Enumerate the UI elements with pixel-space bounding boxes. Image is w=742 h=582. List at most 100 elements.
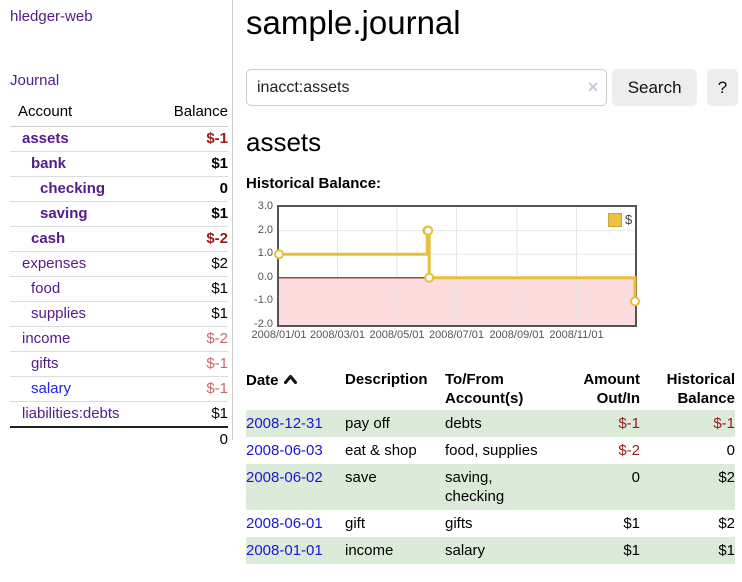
transaction-amount: 0 (631, 469, 640, 486)
account-link[interactable]: expenses (22, 255, 87, 272)
register-header-tofrom: To/From Account(s) (445, 371, 524, 407)
account-link[interactable]: checking (40, 180, 106, 197)
account-link[interactable]: saving (40, 205, 88, 222)
register-header-date-label: Date (246, 372, 279, 389)
search-button[interactable]: Search (612, 69, 698, 106)
historical-balance-chart: 3.0 2.0 1.0 0.0 -1.0 -2.0 2008/01/01 2008/03/0… (246, 200, 640, 345)
account-row: salary $-1 (10, 376, 228, 402)
account-row: supplies $1 (10, 301, 228, 327)
account-row: income $-2 (10, 326, 228, 352)
transaction-date-link[interactable]: 2008-06-02 (246, 469, 323, 486)
x-tick-label: 2008/03/01 (309, 329, 366, 341)
account-row: expenses $2 (10, 251, 228, 277)
register-row: 2008-01-01 income salary $1 $1 (246, 537, 735, 564)
x-tick-label: 2008/07/01 (428, 329, 485, 341)
account-balance: $1 (155, 401, 228, 428)
account-balance: $1 (155, 301, 228, 327)
transaction-accounts: debts (445, 415, 482, 432)
register-row: 2008-06-03 eat & shop food, supplies $-2… (246, 437, 735, 464)
accounts-header-row: Account Balance (10, 101, 228, 127)
account-link[interactable]: assets (22, 130, 69, 147)
transaction-balance: 0 (726, 442, 735, 459)
legend-swatch (608, 212, 622, 227)
main-content: sample.journal × Search ? assets Histori… (246, 0, 738, 564)
accounts-total-row: 0 (10, 426, 228, 452)
y-tick-label: 3.0 (257, 200, 273, 212)
transaction-description: gift (345, 515, 366, 532)
accounts-total-value: 0 (155, 426, 228, 452)
y-tick-label: -2.0 (254, 318, 273, 330)
transaction-balance: $2 (718, 469, 735, 486)
transaction-description: pay off (345, 415, 390, 432)
accounts-table: Account Balance assets $-1 bank $1 check… (10, 101, 228, 452)
account-balance: $-2 (155, 226, 228, 252)
account-link[interactable]: salary (31, 380, 72, 397)
transaction-accounts: food, supplies (445, 442, 538, 459)
transaction-date-link[interactable]: 2008-12-31 (246, 415, 323, 432)
register-header-row: Date Description To/From Account(s) Amou… (246, 368, 735, 410)
account-row: food $1 (10, 276, 228, 302)
transaction-balance: $1 (718, 542, 735, 559)
page-title: sample.journal (246, 4, 461, 41)
account-link[interactable]: liabilities:debts (22, 405, 120, 422)
y-tick-label: 0.0 (257, 270, 273, 283)
transaction-accounts: saving, checking (445, 469, 505, 505)
account-row: liabilities:debts $1 (10, 401, 228, 428)
chart-legend: $ (608, 212, 632, 227)
transaction-date-link[interactable]: 2008-06-03 (246, 442, 323, 459)
register-row: 2008-06-02 save saving, checking 0 $2 (246, 464, 735, 510)
clear-search-icon[interactable]: × (587, 77, 599, 97)
transaction-accounts: gifts (445, 515, 473, 532)
transaction-amount: $-2 (618, 442, 640, 459)
register-header-balance: Historical Balance (666, 371, 735, 407)
account-balance: $1 (155, 201, 228, 227)
account-link[interactable]: cash (31, 230, 66, 247)
y-tick-label: 2.0 (257, 223, 273, 236)
transaction-amount: $-1 (618, 415, 640, 432)
transaction-date-link[interactable]: 2008-01-01 (246, 542, 323, 559)
x-tick-label: 2008/01/01 (251, 329, 307, 341)
register-header-date[interactable]: Date (246, 368, 345, 410)
account-link[interactable]: income (22, 330, 71, 347)
transaction-description: income (345, 542, 394, 559)
sidebar-item-journal[interactable]: Journal (10, 72, 60, 89)
sidebar: hledger-web Journal Account Balance asse… (0, 0, 233, 452)
account-balance: $-1 (155, 376, 228, 402)
transaction-accounts: salary (445, 542, 486, 559)
transaction-amount: $1 (623, 515, 640, 532)
account-link[interactable]: gifts (31, 355, 59, 372)
register-row: 2008-12-31 pay off debts $-1 $-1 (246, 410, 735, 437)
account-link[interactable]: bank (31, 155, 67, 172)
account-balance: $2 (155, 251, 228, 277)
account-row: checking 0 (10, 176, 228, 202)
transaction-date-link[interactable]: 2008-06-01 (246, 515, 323, 532)
search-input[interactable] (246, 69, 608, 106)
account-link[interactable]: supplies (31, 305, 87, 322)
account-row: cash $-2 (10, 226, 228, 252)
account-balance: $1 (155, 151, 228, 177)
account-balance: $-1 (155, 351, 228, 377)
transaction-balance: $-1 (713, 415, 735, 432)
account-row: saving $1 (10, 201, 228, 227)
transaction-amount: $1 (623, 542, 640, 559)
register-table: Date Description To/From Account(s) Amou… (246, 368, 735, 564)
account-link[interactable]: food (31, 280, 61, 297)
accounts-total-spacer (10, 426, 156, 452)
chart-plot-area[interactable] (274, 205, 640, 327)
register-header-amount: Amount Out/In (583, 371, 640, 407)
x-tick-label: 2008/09/01 (489, 329, 545, 341)
account-balance: 0 (155, 176, 228, 202)
search-form: × Search ? (246, 69, 738, 106)
app-title-link[interactable]: hledger-web (10, 8, 93, 25)
legend-label: $ (625, 212, 633, 227)
account-heading: assets (246, 127, 322, 157)
accounts-header-account: Account (10, 101, 156, 127)
x-tick-label: 2008/05/01 (369, 329, 425, 341)
register-header-description: Description (345, 371, 428, 388)
y-tick-label: -1.0 (254, 294, 273, 307)
account-balance: $1 (155, 276, 228, 302)
help-button[interactable]: ? (707, 69, 738, 106)
x-tick-label: 2008/11/01 (549, 329, 604, 341)
transaction-description: save (345, 469, 377, 486)
transaction-description: eat & shop (345, 442, 417, 459)
